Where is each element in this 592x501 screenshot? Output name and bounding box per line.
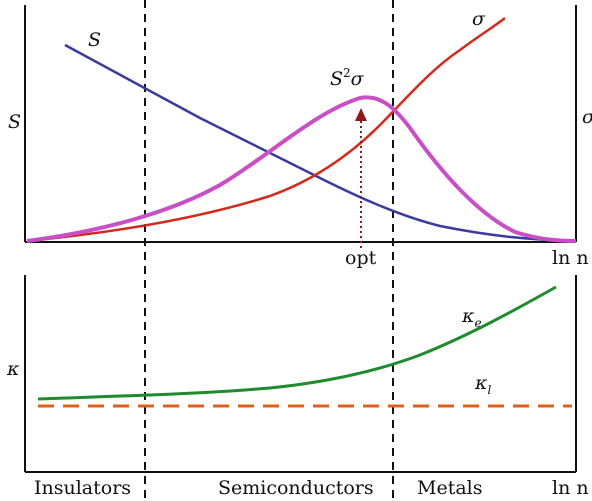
region-label-semiconductors: Semiconductors <box>218 477 374 499</box>
power-factor-curve <box>26 95 577 243</box>
electronic-kappa-label: κe <box>461 305 482 330</box>
region-label-metals: Metals <box>417 477 483 499</box>
power-factor-label: S2σ <box>330 66 365 90</box>
region-label-insulators: Insulators <box>34 477 131 499</box>
lattice-kappa-label: κl <box>474 372 491 397</box>
opt-arrowhead <box>355 108 367 121</box>
conductivity-label: σ <box>472 8 486 30</box>
top-x-axis-label: ln n <box>552 247 589 269</box>
seebeck-label: S <box>88 29 101 51</box>
opt-label: opt <box>345 247 377 269</box>
bottom-x-axis-label: ln n <box>552 477 589 499</box>
electronic-kappa-curve <box>37 285 557 401</box>
top-left-axis-label: S <box>8 111 21 133</box>
seebeck-curve <box>64 43 577 243</box>
conductivity-curve <box>26 17 506 243</box>
bottom-left-axis-label: κ <box>6 358 20 380</box>
top-right-axis-label: σ <box>582 106 592 128</box>
